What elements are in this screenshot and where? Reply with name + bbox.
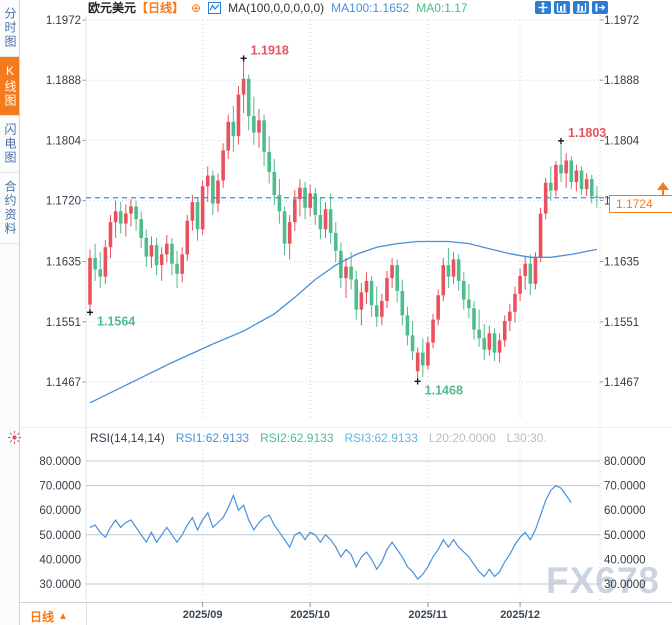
chart-annotations: +1.1918 +1.1564 +1.1468 +1.1803 — [86, 44, 606, 398]
panel-divider — [19, 427, 672, 428]
sidebar-item-time-chart[interactable]: 分时图 — [0, 0, 19, 57]
period-selector-label: 日线 — [30, 610, 55, 624]
svg-text:1.1468: 1.1468 — [425, 383, 463, 397]
svg-text:1.1888: 1.1888 — [604, 75, 639, 87]
price-axis-left: 1.1467 1.1551 1.1635 1.1720 1.1804 1.1888 1.19… — [46, 15, 82, 389]
svg-text:+: + — [240, 52, 247, 66]
x-axis-label: 2025/11 — [408, 609, 448, 621]
svg-text:50.0000: 50.0000 — [39, 530, 81, 542]
svg-text:70.0000: 70.0000 — [604, 481, 646, 493]
ma100-value: MA100:1.1652 — [331, 0, 410, 15]
ma0-value: MA0:1.17 — [416, 0, 468, 15]
sidebar-item-label: 合约资料 — [3, 180, 17, 236]
svg-text:+: + — [414, 374, 421, 388]
svg-text:1.1888: 1.1888 — [46, 75, 81, 87]
main-grid — [82, 15, 604, 600]
chart-toolbar — [535, 1, 608, 14]
svg-text:70.0000: 70.0000 — [39, 481, 81, 493]
svg-text:80.0000: 80.0000 — [39, 456, 81, 468]
compress-chart-icon[interactable] — [554, 1, 570, 14]
rsi3-value: RSI3:62.9133 — [344, 431, 418, 445]
svg-text:1.1635: 1.1635 — [604, 257, 639, 269]
svg-text:1.1972: 1.1972 — [46, 15, 81, 27]
sidebar-item-label: K线图 — [3, 64, 17, 108]
svg-text:1.1635: 1.1635 — [46, 257, 81, 269]
svg-text:1.1804: 1.1804 — [604, 135, 640, 147]
svg-text:1.1467: 1.1467 — [604, 377, 639, 389]
svg-text:1.1720: 1.1720 — [46, 196, 81, 208]
svg-text:+: + — [558, 134, 565, 148]
chevron-up-icon: ▲ — [58, 611, 68, 622]
shift-right-icon[interactable] — [592, 1, 608, 14]
sidebar-item-contract-info[interactable]: 合约资料 — [0, 173, 19, 244]
svg-text:60.0000: 60.0000 — [39, 505, 81, 517]
ma-params-label: MA(100,0,0,0,0,0) — [228, 0, 325, 15]
crosshair-tool-icon[interactable] — [535, 1, 551, 14]
rsi-params-label: RSI(14,14,14) — [90, 431, 165, 445]
svg-text:1.1467: 1.1467 — [46, 377, 81, 389]
svg-text:1.1972: 1.1972 — [604, 15, 639, 27]
svg-text:50.0000: 50.0000 — [604, 530, 646, 542]
svg-text:60.0000: 60.0000 — [604, 505, 646, 517]
period-badge: 【日线】 — [136, 1, 185, 15]
x-axis-label: 2025/10 — [290, 609, 331, 621]
fx678-watermark: FX678 — [546, 560, 661, 601]
left-sidebar: 分时图 K线图 闪电图 合约资料 — [0, 0, 20, 625]
sidebar-item-kline-chart[interactable]: K线图 — [0, 57, 19, 116]
indicator-settings-icon[interactable] — [6, 429, 23, 446]
svg-text:30.0000: 30.0000 — [39, 579, 81, 591]
x-axis-label: 2025/12 — [500, 609, 540, 621]
svg-text:1.1918: 1.1918 — [251, 44, 289, 58]
period-selector[interactable]: 日线 ▲ — [30, 608, 68, 625]
sidebar-item-lightning-chart[interactable]: 闪电图 — [0, 116, 19, 173]
time-axis-bar: 日线 ▲ 2025/09 2025/10 2025/11 2025/12 — [19, 602, 672, 625]
rsi-l20-label: L20:20.0000 — [428, 431, 496, 445]
price-up-arrow-stem — [662, 189, 664, 195]
sidebar-item-label: 闪电图 — [3, 123, 17, 165]
price-up-arrow-icon — [657, 182, 669, 190]
rsi-line — [89, 484, 572, 581]
expand-icon[interactable]: ⊕ — [191, 0, 202, 15]
symbol-title: 欧元美元 — [88, 1, 137, 15]
svg-text:+: + — [86, 305, 93, 319]
expand-chart-icon[interactable] — [573, 1, 589, 14]
rsi-l30-label: L30:30. — [506, 431, 547, 445]
x-axis-label: 2025/09 — [182, 609, 223, 621]
svg-text:40.0000: 40.0000 — [39, 554, 81, 566]
candles-group — [88, 58, 599, 382]
bottom-bar-separator — [86, 603, 87, 625]
chart-header: 欧元美元【日线】 ⊕ MA(100,0,0,0,0,0) MA100:1.165… — [88, 0, 468, 16]
rsi1-value: RSI1:62.9133 — [175, 431, 250, 445]
rsi2-value: RSI2:62.9133 — [260, 431, 334, 445]
svg-text:1.1551: 1.1551 — [604, 317, 639, 329]
svg-text:1.1803: 1.1803 — [568, 126, 606, 140]
rsi-header: RSI(14,14,14) RSI1:62.9133 RSI2:62.9133 … — [90, 431, 547, 445]
ma100-line — [89, 240, 598, 404]
sidebar-item-label: 分时图 — [3, 7, 17, 49]
current-price-tag: 1.1724 — [609, 195, 672, 213]
svg-text:80.0000: 80.0000 — [604, 456, 646, 468]
svg-text:1.1551: 1.1551 — [46, 317, 81, 329]
svg-text:1.1564: 1.1564 — [97, 314, 135, 328]
svg-text:1.1804: 1.1804 — [46, 135, 82, 147]
indicator-icon[interactable] — [208, 1, 222, 14]
